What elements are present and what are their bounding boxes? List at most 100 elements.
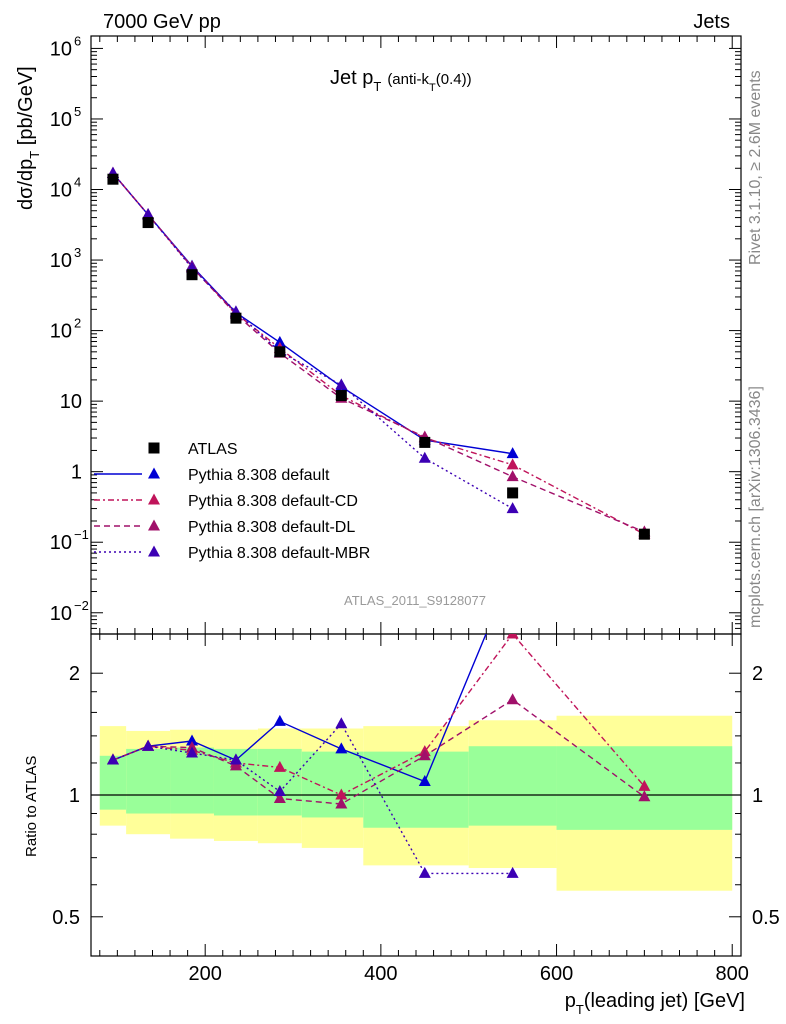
y-tick-exponent: 4: [74, 175, 81, 190]
legend-marker: [148, 442, 160, 454]
ratio-y-tick-label-right: 0.5: [752, 907, 780, 929]
ratio-point-3: [186, 746, 199, 758]
series-line-1: [112, 172, 513, 455]
y-axis-label-ratio: Ratio to ATLAS: [23, 756, 40, 857]
ratio-point-0: [273, 714, 286, 726]
data-point-4: [506, 502, 519, 514]
data-point-0: [142, 217, 154, 229]
data-point-0: [638, 528, 650, 540]
main-title: Jet pT (anti-kT(0.4)): [330, 67, 472, 94]
x-axis-label: pT(leading jet) [GeV]: [565, 990, 745, 1017]
data-point-4: [418, 451, 431, 463]
y-tick-exponent: 2: [74, 316, 81, 331]
ratio-point-2: [418, 749, 431, 761]
ratio-point-3: [142, 739, 155, 751]
ratio-line-3: [112, 722, 513, 875]
ratio-point-2: [229, 759, 242, 771]
top-markers: [106, 166, 651, 540]
ratio-point-1: [638, 779, 651, 791]
x-tick-label: 200: [189, 963, 222, 985]
y-tick-label: 10: [50, 250, 72, 272]
analysis-watermark: ATLAS_2011_S9128077: [344, 593, 486, 608]
ratio-point-3: [418, 866, 431, 878]
ratio-y-tick-label: 1: [69, 785, 80, 807]
green-band-bin: [170, 747, 214, 814]
x-tick-label: 800: [716, 963, 749, 985]
ratio-y-tick-label-right: 2: [752, 663, 763, 685]
y-axis-label-top: dσ/dpT [pb/GeV]: [15, 66, 42, 210]
ratio-y-tick-label: 2: [69, 663, 80, 685]
data-point-0: [107, 173, 119, 185]
legend-label: Pythia 8.308 default-DL: [188, 519, 355, 536]
ratio-point-3: [335, 717, 348, 729]
ratio-point-0: [507, 563, 519, 574]
ratio-point-2: [638, 790, 651, 802]
ratio-point-0: [418, 774, 431, 786]
y-tick-exponent: −1: [74, 527, 89, 542]
legend-marker: [148, 467, 160, 479]
y-tick-label: 10: [50, 109, 72, 131]
ratio-point-1: [506, 634, 519, 639]
y-tick-label: 10: [50, 532, 72, 554]
ratio-point-0: [186, 734, 199, 746]
ratio-point-1: [273, 760, 286, 772]
data-point-1: [506, 447, 519, 459]
rivet-label: Rivet 3.1.10, ≥ 2.6M events: [747, 70, 764, 265]
legend-label: Pythia 8.308 default: [188, 467, 330, 484]
y-tick-label: 10: [50, 180, 72, 202]
ratio-line-0: [112, 634, 487, 783]
ratio-y-tick-label-right: 1: [752, 785, 763, 807]
data-point-0: [230, 312, 242, 324]
legend-marker: [148, 493, 160, 505]
uncertainty-bands: [99, 715, 733, 891]
y-tick-exponent: 5: [74, 104, 81, 119]
green-band-bin: [99, 755, 127, 810]
ratio-y-tick-label: 0.5: [52, 907, 80, 929]
data-point-4: [335, 378, 348, 390]
series-line-4: [112, 172, 513, 510]
ratio-markers: [106, 563, 651, 878]
green-band-bin: [301, 751, 364, 818]
data-point-0: [419, 436, 431, 448]
legend-label: Pythia 8.308 default-CD: [188, 493, 358, 510]
ratio-point-3: [229, 753, 242, 765]
y-tick-label: 10: [50, 603, 72, 625]
header-right: Jets: [693, 11, 730, 33]
data-point-1: [273, 335, 286, 347]
ratio-point-3: [106, 753, 119, 765]
ratio-point-1: [335, 788, 348, 800]
ratio-point-0: [335, 742, 348, 754]
data-point-0: [507, 487, 519, 499]
ratio-point-2: [273, 792, 286, 804]
green-band-bin: [257, 748, 302, 816]
data-point-4: [142, 208, 155, 220]
ratio-point-2: [335, 797, 348, 809]
data-point-0: [335, 390, 347, 402]
y-tick-exponent: 6: [74, 33, 81, 48]
data-point-0: [186, 269, 198, 281]
y-tick-label: 10: [60, 391, 82, 413]
legend-marker: [148, 519, 160, 531]
green-band-bin: [468, 746, 557, 826]
legend-label: ATLAS: [188, 441, 238, 458]
ratio-point-3: [273, 785, 286, 797]
x-tick-label: 400: [364, 963, 397, 985]
data-point-0: [274, 346, 286, 358]
y-tick-label: 1: [71, 462, 82, 484]
data-point-2: [506, 458, 519, 470]
legend: ATLAS Pythia 8.308 default Pythia 8.308 de…: [94, 441, 370, 562]
legend-label: Pythia 8.308 default-MBR: [188, 545, 370, 562]
ratio-point-3: [506, 866, 519, 878]
header-left: 7000 GeV pp: [103, 11, 221, 33]
y-tick-label: 10: [50, 321, 72, 343]
data-point-3: [506, 470, 519, 482]
mcplots-label: mcplots.cern.ch [arXiv:1306.3436]: [747, 386, 764, 628]
y-tick-label: 10: [50, 38, 72, 60]
y-tick-exponent: 3: [74, 245, 81, 260]
x-tick-label: 600: [540, 963, 573, 985]
y-tick-exponent: −2: [74, 598, 89, 613]
ratio-point-2: [506, 693, 519, 705]
legend-marker: [148, 545, 160, 557]
